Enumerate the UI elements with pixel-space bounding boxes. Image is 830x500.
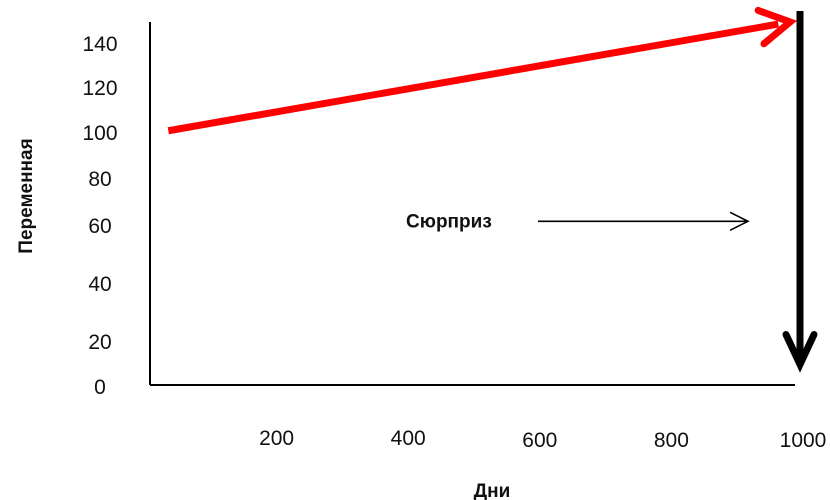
series-layer xyxy=(167,6,798,135)
x-tick-label: 200 xyxy=(259,427,294,450)
y-tick-label: 100 xyxy=(82,122,117,145)
axes xyxy=(149,22,795,386)
x-tick-label: 800 xyxy=(654,429,689,452)
drop-arrowhead xyxy=(782,331,818,373)
series-arrowhead xyxy=(754,6,798,48)
x-tick-label: 600 xyxy=(522,429,557,452)
annotation-label: Сюрприз xyxy=(406,211,492,232)
x-tick-labels: 200 400 600 800 1000 xyxy=(259,427,826,452)
series-line xyxy=(167,20,779,135)
x-axis-title: Дни xyxy=(474,481,511,500)
x-tick-label: 1000 xyxy=(780,429,827,452)
y-tick-label: 60 xyxy=(88,215,111,238)
y-tick-label: 140 xyxy=(82,33,117,56)
y-axis-title: Переменная xyxy=(16,138,37,253)
y-tick-label: 0 xyxy=(94,376,106,399)
y-tick-label: 120 xyxy=(82,77,117,100)
y-tick-labels: 0 20 40 60 80 100 120 140 xyxy=(82,33,117,399)
y-tick-label: 40 xyxy=(88,273,111,296)
y-tick-label: 20 xyxy=(88,331,111,354)
x-tick-label: 400 xyxy=(391,427,426,450)
y-tick-label: 80 xyxy=(88,168,111,191)
annotation-layer: Сюрприз xyxy=(406,11,818,373)
